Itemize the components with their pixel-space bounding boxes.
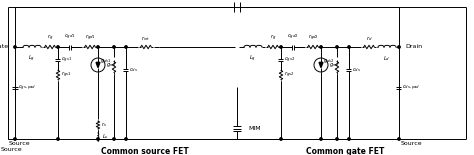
Text: $c_{gs,pad}$: $c_{gs,pad}$ bbox=[18, 83, 36, 93]
Text: Source: Source bbox=[401, 141, 423, 146]
Text: $L_d$: $L_d$ bbox=[383, 54, 391, 63]
Circle shape bbox=[57, 138, 59, 140]
Text: $g_{m2}$: $g_{m2}$ bbox=[329, 61, 340, 69]
Circle shape bbox=[398, 46, 400, 48]
Text: $r_d$: $r_d$ bbox=[366, 34, 372, 43]
Circle shape bbox=[348, 46, 350, 48]
Circle shape bbox=[113, 138, 115, 140]
Circle shape bbox=[320, 46, 322, 48]
Text: $g_{ds2}$: $g_{ds2}$ bbox=[323, 57, 335, 65]
Text: $r_g$: $r_g$ bbox=[47, 33, 53, 43]
Circle shape bbox=[97, 46, 99, 48]
Text: $L_g$: $L_g$ bbox=[249, 54, 256, 64]
Text: $r_{gs2}$: $r_{gs2}$ bbox=[284, 70, 294, 80]
Text: $L_g$: $L_g$ bbox=[28, 54, 36, 64]
Text: Source: Source bbox=[9, 141, 31, 146]
Circle shape bbox=[97, 138, 99, 140]
Circle shape bbox=[336, 46, 338, 48]
Circle shape bbox=[336, 138, 338, 140]
Circle shape bbox=[125, 138, 127, 140]
Text: $L_s$: $L_s$ bbox=[102, 133, 109, 142]
Polygon shape bbox=[319, 62, 323, 68]
Text: $c_{gd,pad}$: $c_{gd,pad}$ bbox=[228, 0, 246, 1]
Text: Drain: Drain bbox=[405, 44, 422, 49]
Text: $c_{gd1}$: $c_{gd1}$ bbox=[64, 33, 76, 42]
Circle shape bbox=[320, 138, 322, 140]
Text: $r_{gs1}$: $r_{gs1}$ bbox=[61, 70, 72, 80]
Circle shape bbox=[113, 46, 115, 48]
Circle shape bbox=[280, 138, 282, 140]
Text: $r_{int}$: $r_{int}$ bbox=[141, 34, 151, 43]
Circle shape bbox=[398, 138, 400, 140]
Text: $c_{ds,pad}$: $c_{ds,pad}$ bbox=[402, 83, 420, 93]
Text: MIM: MIM bbox=[248, 126, 261, 131]
Text: Common gate FET: Common gate FET bbox=[306, 147, 384, 155]
Circle shape bbox=[348, 138, 350, 140]
Circle shape bbox=[14, 46, 16, 48]
Text: Gate: Gate bbox=[0, 44, 9, 49]
Text: Common source FET: Common source FET bbox=[101, 147, 189, 155]
Circle shape bbox=[280, 46, 282, 48]
Circle shape bbox=[14, 138, 16, 140]
Text: Source: Source bbox=[0, 147, 22, 152]
Text: $c_{gs1}$: $c_{gs1}$ bbox=[61, 55, 72, 65]
Text: $r_{gd2}$: $r_{gd2}$ bbox=[308, 33, 319, 43]
Text: $r_g$: $r_g$ bbox=[270, 33, 276, 43]
Text: $r_s$: $r_s$ bbox=[101, 121, 107, 129]
Polygon shape bbox=[96, 62, 100, 68]
Circle shape bbox=[125, 46, 127, 48]
Text: $r_{gd1}$: $r_{gd1}$ bbox=[84, 33, 95, 43]
Text: $c_{gs2}$: $c_{gs2}$ bbox=[284, 55, 295, 65]
Text: $g_{m1}$: $g_{m1}$ bbox=[106, 61, 117, 69]
Text: $g_{ds1}$: $g_{ds1}$ bbox=[100, 57, 112, 65]
Text: $c_{gd2}$: $c_{gd2}$ bbox=[287, 33, 299, 42]
Text: $c_{ds}$: $c_{ds}$ bbox=[352, 66, 361, 74]
Text: $c_{ds}$: $c_{ds}$ bbox=[129, 66, 138, 74]
Circle shape bbox=[57, 46, 59, 48]
